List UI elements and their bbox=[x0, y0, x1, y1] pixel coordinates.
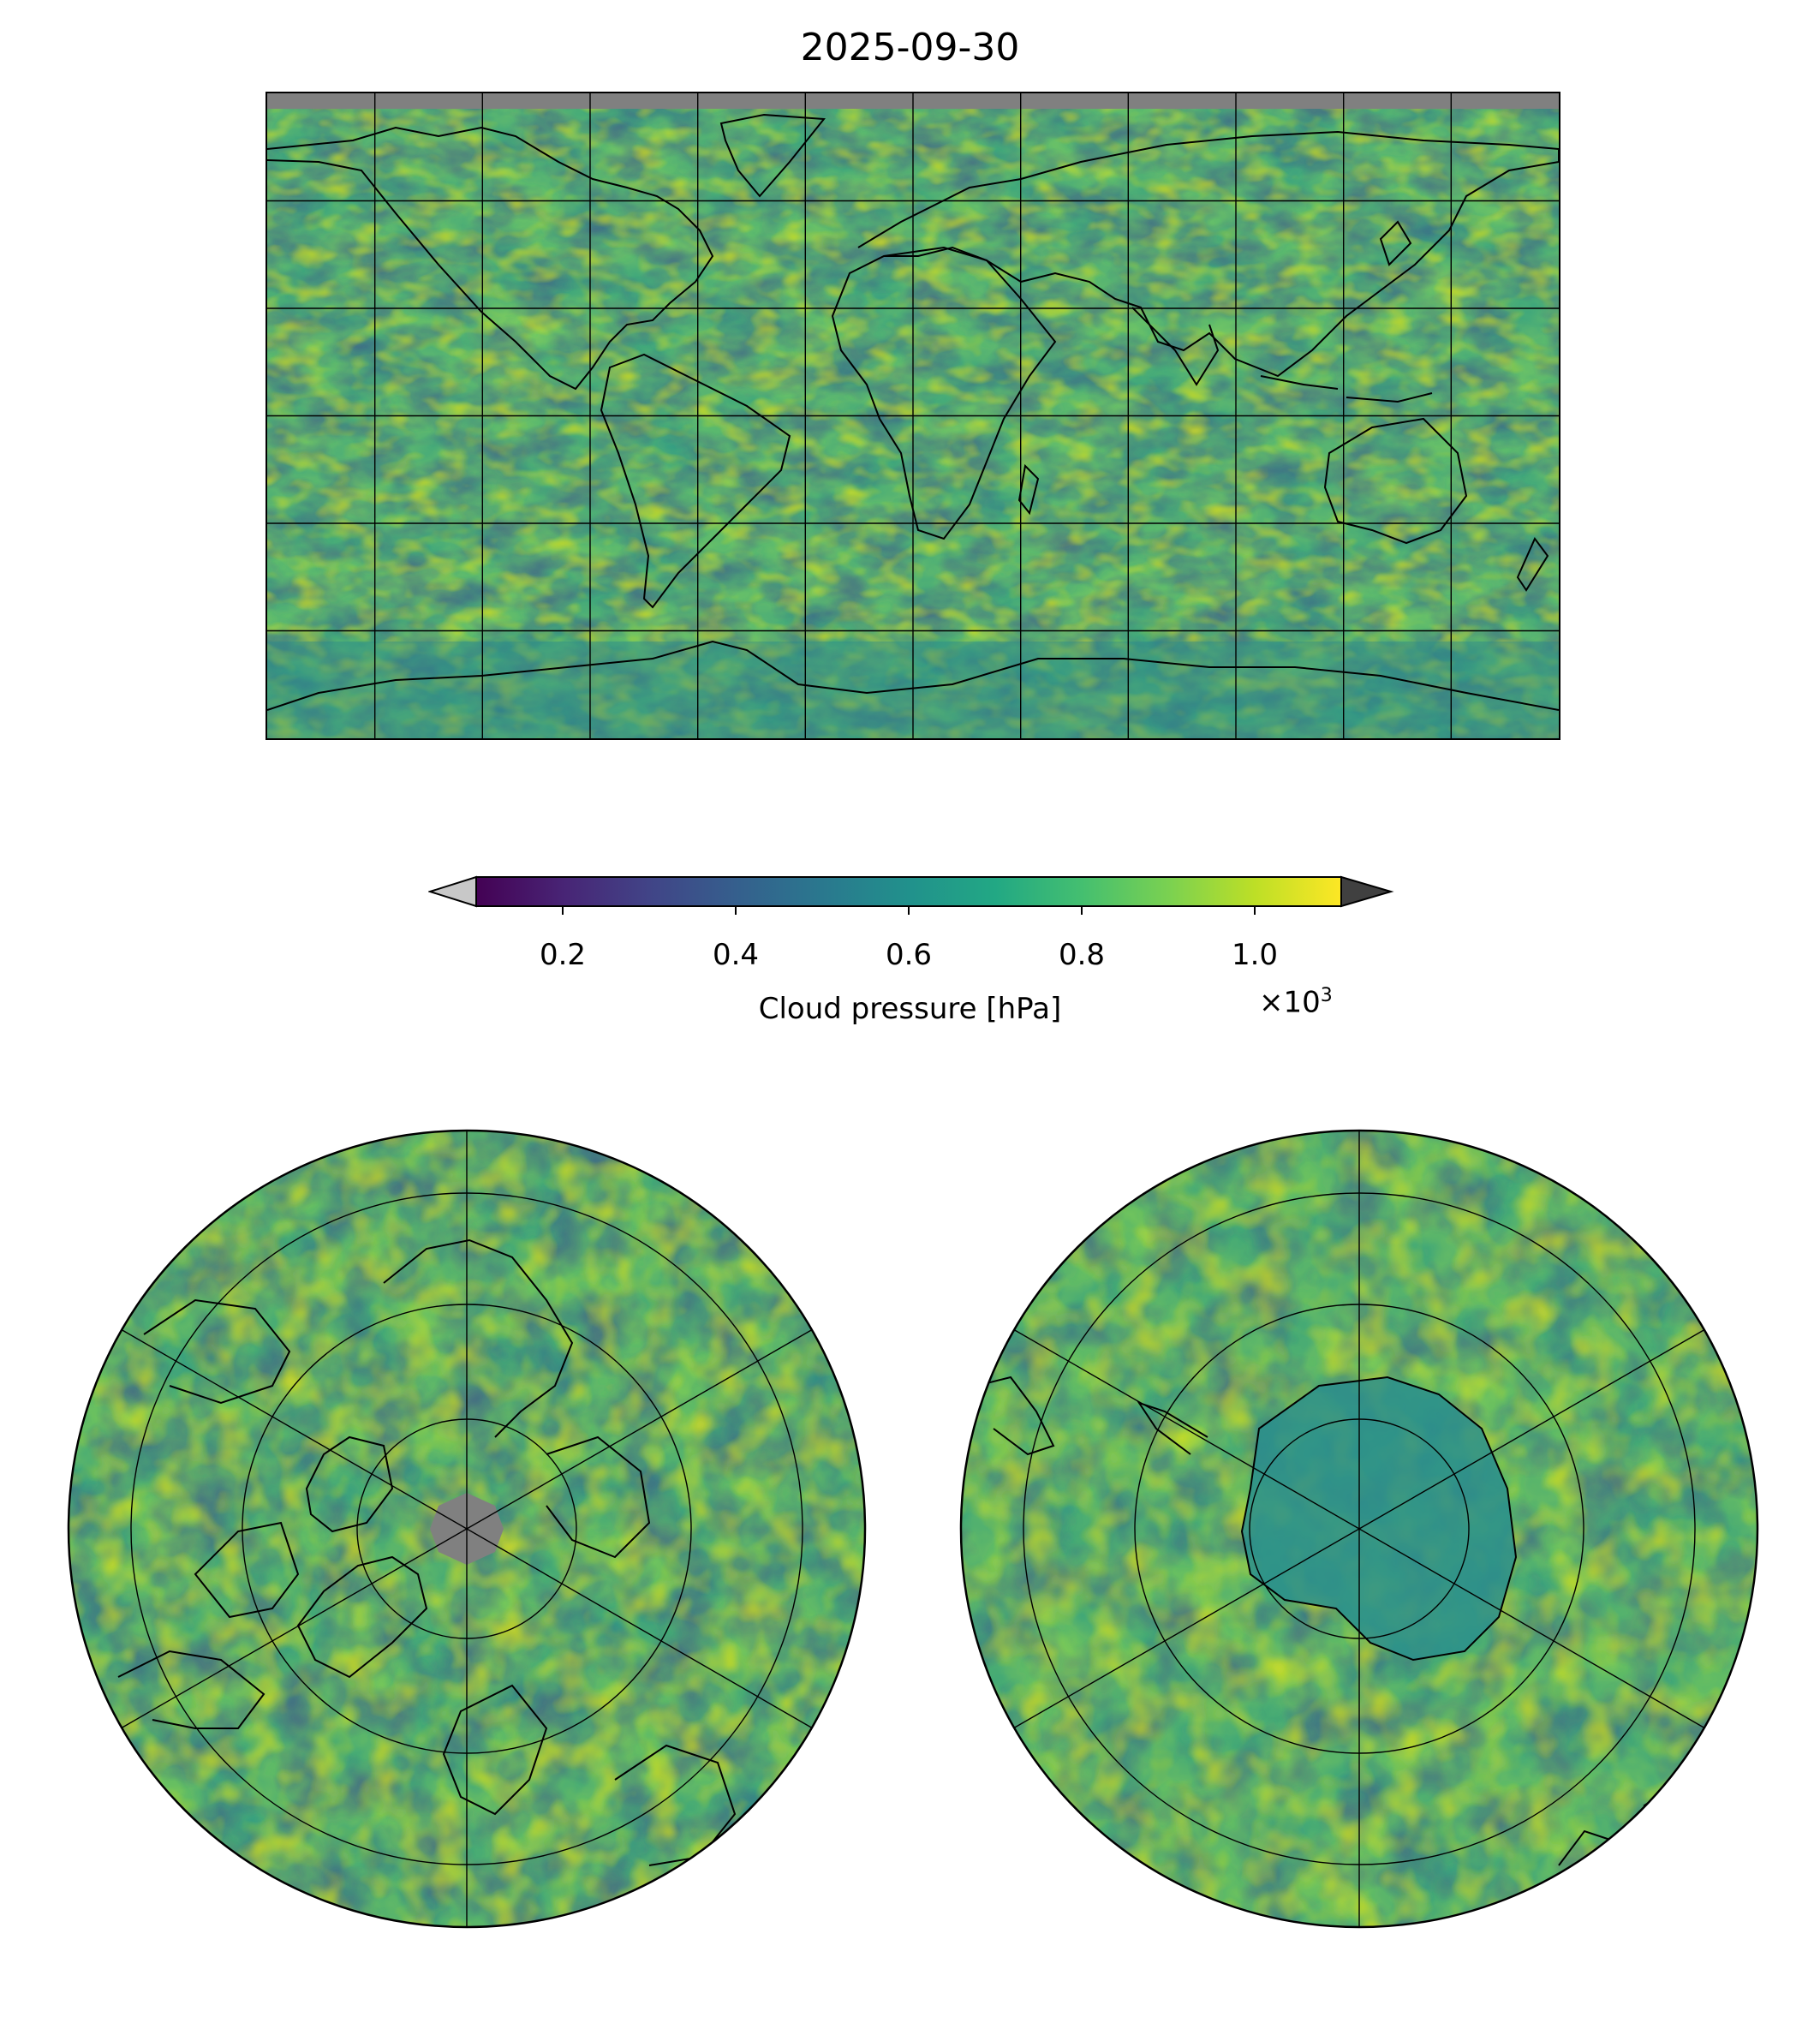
multiplier-base: ×10 bbox=[1259, 985, 1321, 1020]
antarctica-field bbox=[1242, 1377, 1516, 1660]
colorbar-tick-label: 0.2 bbox=[539, 938, 587, 972]
coastlines bbox=[267, 113, 1559, 711]
colorbar-canvas bbox=[428, 875, 1394, 908]
colorbar-label: Cloud pressure [hPa] bbox=[758, 992, 1062, 1026]
south-graticule bbox=[1012, 1131, 1706, 1927]
north-polar-map bbox=[67, 1129, 867, 1929]
colorbar-tick-label: 0.4 bbox=[712, 938, 760, 972]
colorbar-tick-label: 0.8 bbox=[1058, 938, 1106, 972]
graticule bbox=[267, 93, 1559, 738]
colorbar bbox=[428, 874, 1396, 910]
north-graticule bbox=[120, 1131, 814, 1927]
colorbar-under-extend bbox=[428, 875, 477, 908]
map-title: 2025-09-30 bbox=[800, 26, 1020, 69]
global-map-canvas bbox=[267, 93, 1559, 738]
north-map-frame bbox=[67, 1129, 867, 1929]
colorbar-gradient bbox=[475, 876, 1342, 907]
multiplier-exponent: 3 bbox=[1320, 985, 1333, 1006]
north-polar-canvas bbox=[67, 1129, 867, 1929]
colorbar-ticks bbox=[562, 906, 1256, 915]
colorbar-multiplier: ×103 bbox=[1259, 985, 1333, 1019]
south-polar-canvas bbox=[959, 1129, 1759, 1929]
south-map-frame bbox=[959, 1129, 1759, 1929]
colorbar-tick-label: 1.0 bbox=[1231, 938, 1279, 972]
global-map bbox=[266, 92, 1560, 740]
south-polar-map bbox=[959, 1129, 1759, 1929]
colorbar-over-extend bbox=[1340, 875, 1394, 908]
colorbar-tick-label: 0.6 bbox=[885, 938, 933, 972]
